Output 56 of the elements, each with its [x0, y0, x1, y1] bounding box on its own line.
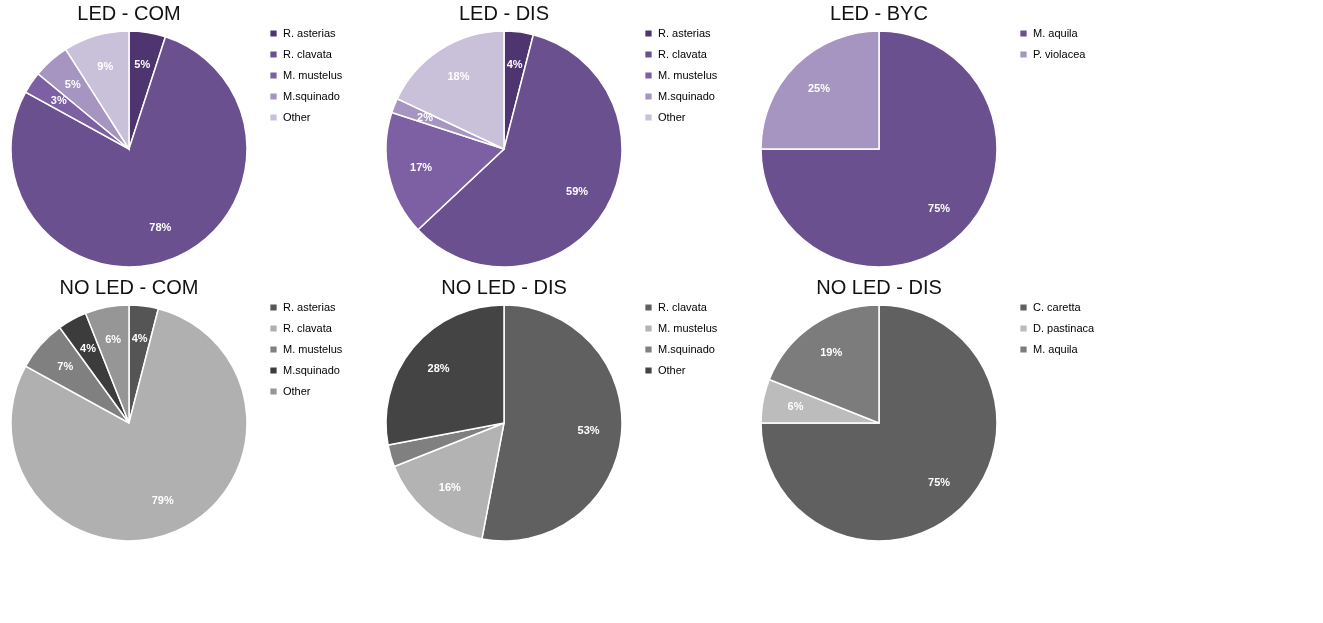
legend-label: M. mustelus — [283, 342, 343, 355]
data-label: 75% — [928, 202, 951, 215]
chart-title: NO LED - DIS — [441, 276, 567, 298]
data-label: 78% — [149, 220, 172, 233]
data-label: 59% — [566, 185, 589, 198]
legend-label: R. clavata — [658, 47, 708, 60]
legend-label: M.squinado — [283, 89, 340, 102]
data-label: 9% — [97, 60, 114, 73]
pie-slice — [760, 304, 998, 542]
legend-label: R. clavata — [283, 47, 333, 60]
data-label: 25% — [807, 81, 831, 94]
legend-label: C. caretta — [1033, 300, 1082, 313]
chart-title: LED - DIS — [458, 2, 550, 24]
data-label: 4% — [80, 341, 97, 354]
legend-label: M. aquila — [1033, 26, 1079, 39]
data-label: 6% — [105, 332, 122, 345]
legend-label: M.squinado — [658, 89, 715, 102]
data-label: 5% — [64, 78, 81, 91]
legend-label: M.squinado — [283, 363, 340, 376]
data-label: 19% — [820, 345, 843, 358]
legend-label: D. pastinaca — [1033, 321, 1096, 334]
chart-title: LED - COM — [77, 2, 181, 24]
legend-label: M. aquila — [1033, 342, 1079, 355]
data-label: 3% — [50, 94, 67, 107]
data-label: 75% — [928, 476, 951, 489]
legend-label: R. asterias — [283, 300, 337, 313]
data-label: 79% — [151, 493, 174, 506]
chart-title: NO LED - DIS — [816, 276, 942, 298]
legend-label: R. clavata — [658, 300, 708, 313]
data-label: 7% — [57, 359, 74, 372]
legend-label: Other — [658, 363, 686, 376]
data-label: 4% — [131, 331, 148, 344]
legend-label: Other — [658, 110, 686, 123]
chart-title: LED - BYC — [830, 2, 928, 24]
chart-title: NO LED - COM — [59, 276, 199, 298]
data-label: 16% — [438, 481, 462, 494]
legend-label: Other — [283, 384, 311, 397]
data-label: 2% — [417, 110, 434, 123]
legend-label: M. mustelus — [658, 321, 718, 334]
data-label: 5% — [134, 58, 151, 71]
pie-slice — [760, 30, 998, 268]
legend-label: R. asterias — [658, 26, 712, 39]
data-label: 53% — [577, 424, 600, 436]
data-label: 17% — [410, 160, 433, 173]
data-label: 4% — [506, 57, 523, 70]
legend-label: Other — [283, 110, 311, 123]
legend-label: M. mustelus — [283, 68, 343, 81]
legend-label: M.squinado — [658, 342, 715, 355]
data-label: 18% — [447, 70, 470, 83]
legend-label: R. clavata — [283, 321, 333, 334]
data-label: 28% — [427, 361, 450, 374]
legend-label: R. asterias — [283, 26, 337, 39]
legend-label: P. violacea — [1033, 47, 1087, 60]
pie-slice — [10, 307, 248, 542]
data-label: 6% — [787, 400, 804, 413]
legend-label: M. mustelus — [658, 68, 718, 81]
